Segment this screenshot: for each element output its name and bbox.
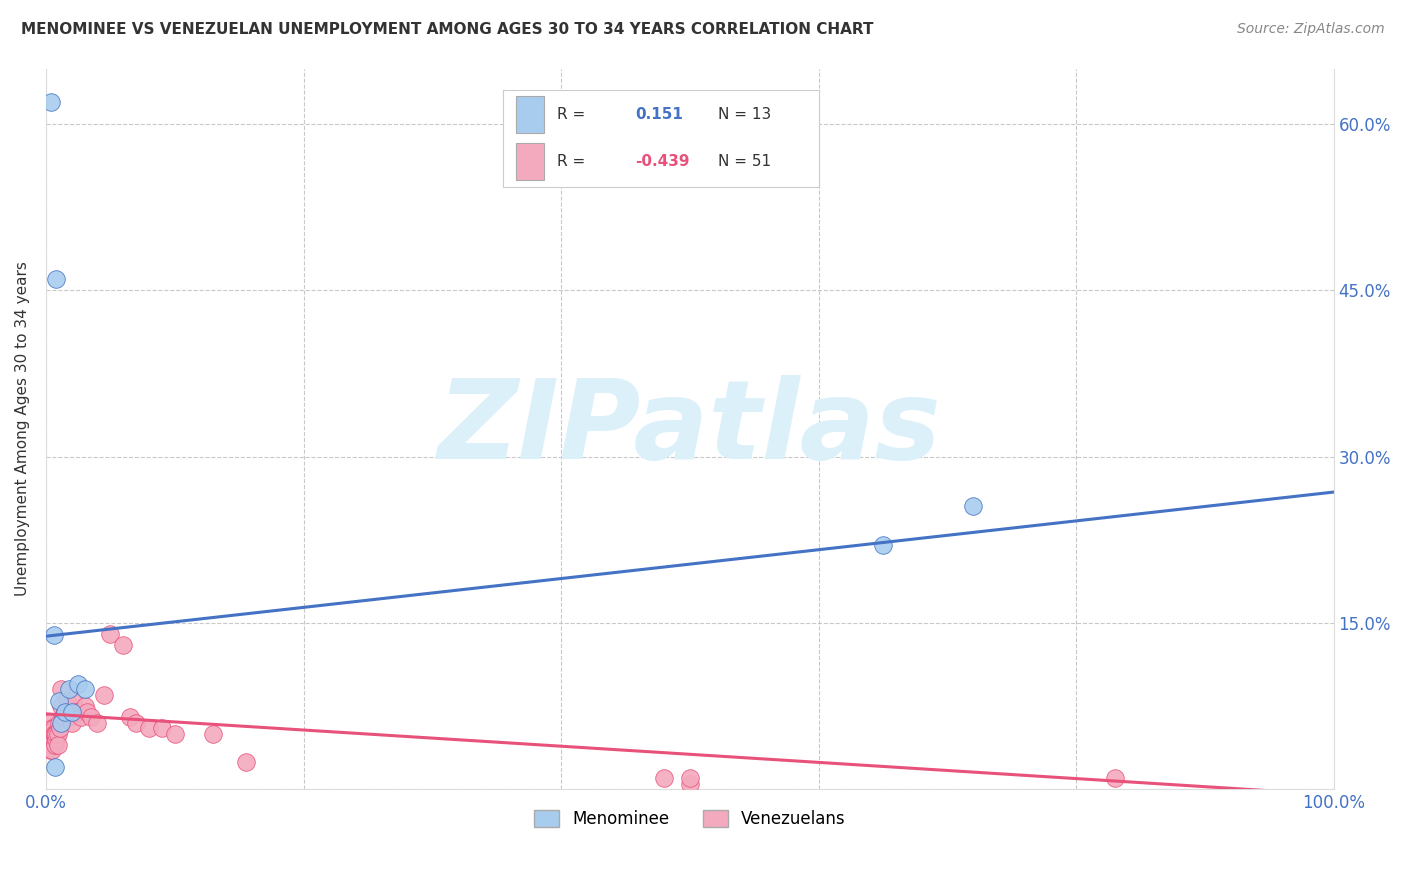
Point	[44, 760, 66, 774]
Point	[51, 699, 73, 714]
Text: Source: ZipAtlas.com: Source: ZipAtlas.com	[1237, 22, 1385, 37]
Point	[62, 693, 84, 707]
Point	[37, 727, 59, 741]
Point	[65, 705, 87, 719]
Legend: Menominee, Venezuelans: Menominee, Venezuelans	[527, 804, 852, 835]
Point	[39, 95, 62, 109]
Point	[679, 771, 702, 785]
Point	[42, 628, 65, 642]
Point	[38, 743, 60, 757]
Point	[86, 715, 108, 730]
Point	[42, 721, 65, 735]
Point	[76, 705, 98, 719]
Point	[45, 727, 67, 741]
Point	[69, 710, 91, 724]
Point	[48, 715, 70, 730]
Point	[80, 710, 103, 724]
Point	[73, 699, 96, 714]
Point	[52, 710, 75, 724]
Point	[58, 682, 80, 697]
Point	[53, 705, 76, 719]
Point	[53, 710, 76, 724]
Point	[44, 738, 66, 752]
Point	[60, 705, 83, 719]
Point	[38, 738, 60, 752]
Point	[41, 721, 63, 735]
Point	[112, 638, 135, 652]
Point	[41, 738, 63, 752]
Point	[53, 705, 76, 719]
Point	[39, 727, 62, 741]
Point	[67, 677, 90, 691]
Point	[98, 627, 121, 641]
Point	[652, 771, 675, 785]
Point	[679, 777, 702, 791]
Point	[962, 500, 984, 514]
Point	[150, 721, 173, 735]
Point	[38, 715, 60, 730]
Point	[73, 682, 96, 697]
Point	[51, 682, 73, 697]
Point	[42, 732, 65, 747]
Point	[872, 538, 894, 552]
Point	[202, 727, 225, 741]
Point	[49, 721, 72, 735]
Point	[44, 727, 66, 741]
Point	[58, 710, 80, 724]
Point	[45, 732, 67, 747]
Point	[235, 755, 257, 769]
Text: ZIPatlas: ZIPatlas	[437, 376, 942, 483]
Y-axis label: Unemployment Among Ages 30 to 34 years: Unemployment Among Ages 30 to 34 years	[15, 261, 30, 597]
Point	[125, 715, 148, 730]
Point	[163, 727, 186, 741]
Point	[39, 738, 62, 752]
Point	[45, 272, 67, 286]
Point	[48, 693, 70, 707]
Point	[38, 727, 60, 741]
Point	[51, 715, 73, 730]
Point	[118, 710, 141, 724]
Text: MENOMINEE VS VENEZUELAN UNEMPLOYMENT AMONG AGES 30 TO 34 YEARS CORRELATION CHART: MENOMINEE VS VENEZUELAN UNEMPLOYMENT AMO…	[21, 22, 873, 37]
Point	[1104, 771, 1126, 785]
Point	[55, 693, 77, 707]
Point	[60, 715, 83, 730]
Point	[42, 727, 65, 741]
Point	[41, 743, 63, 757]
Point	[46, 738, 69, 752]
Point	[93, 688, 115, 702]
Point	[67, 705, 90, 719]
Point	[138, 721, 160, 735]
Point	[46, 727, 69, 741]
